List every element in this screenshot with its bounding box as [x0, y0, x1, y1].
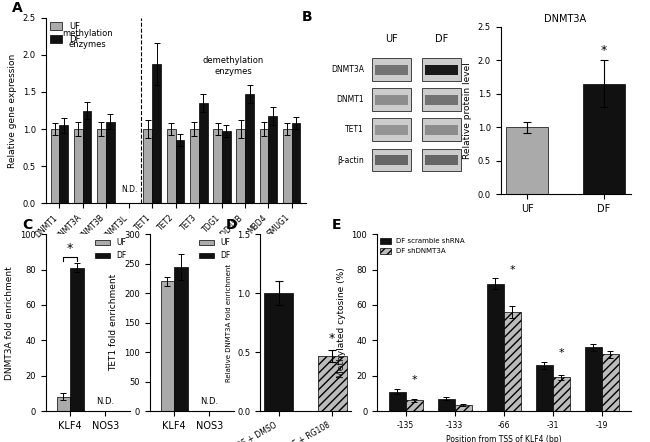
Bar [292, 123, 300, 203]
Bar [372, 88, 411, 111]
Bar [213, 129, 222, 203]
Bar [174, 267, 188, 411]
Text: DNMT3A: DNMT3A [331, 65, 364, 74]
Text: A: A [12, 1, 23, 15]
Bar [51, 129, 59, 203]
Y-axis label: DNMT3A fold enrichment: DNMT3A fold enrichment [5, 266, 14, 380]
Bar [152, 64, 161, 203]
Bar [422, 58, 461, 81]
Bar [422, 149, 461, 171]
Bar [375, 155, 408, 165]
Bar [375, 125, 408, 135]
Bar [144, 129, 152, 203]
Text: methylation
enzymes: methylation enzymes [62, 30, 112, 49]
Bar [176, 140, 185, 203]
Bar [283, 129, 292, 203]
Bar [161, 282, 174, 411]
Text: demethylation
enzymes: demethylation enzymes [203, 56, 264, 76]
Bar [552, 377, 570, 411]
Legend: DF scramble shRNA, DF shDNMT3A: DF scramble shRNA, DF shDNMT3A [380, 238, 465, 254]
Y-axis label: Relative protein level: Relative protein level [463, 62, 472, 159]
Text: D: D [226, 218, 237, 232]
Text: N.D.: N.D. [121, 185, 137, 194]
Bar [317, 356, 347, 411]
Text: *: * [510, 265, 515, 275]
Bar [264, 293, 294, 411]
Bar [190, 129, 199, 203]
Text: *: * [67, 243, 73, 255]
Text: DNMT1: DNMT1 [337, 95, 364, 104]
Text: E: E [332, 218, 341, 232]
Bar [97, 129, 106, 203]
Legend: UF, DF: UF, DF [94, 238, 126, 260]
Bar [375, 95, 408, 105]
Bar [372, 118, 411, 141]
Text: DF: DF [435, 34, 448, 44]
Bar [602, 354, 619, 411]
Bar [268, 116, 277, 203]
Bar [582, 84, 625, 194]
Bar [536, 365, 552, 411]
Text: N.D.: N.D. [200, 397, 218, 406]
Bar [375, 65, 408, 75]
Title: DNMT3A: DNMT3A [545, 14, 586, 24]
Bar [425, 65, 458, 75]
Text: *: * [329, 332, 335, 345]
Bar [70, 268, 83, 411]
Bar [199, 103, 207, 203]
Bar [59, 126, 68, 203]
Bar [406, 400, 423, 411]
Bar [166, 129, 176, 203]
Y-axis label: Methylated cytosine (%): Methylated cytosine (%) [337, 267, 346, 378]
Bar [425, 155, 458, 165]
Bar [83, 110, 92, 203]
Bar [504, 312, 521, 411]
Bar [245, 94, 254, 203]
Bar [259, 129, 268, 203]
X-axis label: Position from TSS of KLF4 (bp): Position from TSS of KLF4 (bp) [446, 435, 562, 442]
Text: B: B [302, 10, 312, 24]
Bar [487, 284, 504, 411]
Legend: UF, DF: UF, DF [49, 22, 80, 44]
Y-axis label: Relative DNMT3A fold enrichment: Relative DNMT3A fold enrichment [226, 263, 231, 382]
Bar [106, 122, 114, 203]
Legend: UF, DF: UF, DF [198, 238, 230, 260]
Text: UF: UF [385, 34, 398, 44]
Bar [372, 58, 411, 81]
Bar [455, 405, 472, 411]
Bar [425, 95, 458, 105]
Text: β-actin: β-actin [337, 156, 364, 164]
Bar [237, 129, 245, 203]
Bar [74, 129, 83, 203]
Bar [389, 392, 406, 411]
Text: *: * [558, 348, 564, 358]
Y-axis label: TET1 fold enrichment: TET1 fold enrichment [109, 274, 118, 371]
Bar [422, 88, 461, 111]
Text: *: * [601, 44, 606, 57]
Bar [506, 127, 549, 194]
Text: TET1: TET1 [345, 126, 364, 134]
Bar [57, 397, 70, 411]
Bar [422, 118, 461, 141]
Bar [437, 399, 455, 411]
Text: *: * [411, 375, 417, 385]
Bar [425, 125, 458, 135]
Bar [222, 131, 231, 203]
Bar [372, 149, 411, 171]
Y-axis label: Relative gene expression: Relative gene expression [8, 53, 17, 168]
Text: N.D.: N.D. [96, 397, 114, 406]
Bar [584, 347, 602, 411]
Text: C: C [22, 218, 32, 232]
